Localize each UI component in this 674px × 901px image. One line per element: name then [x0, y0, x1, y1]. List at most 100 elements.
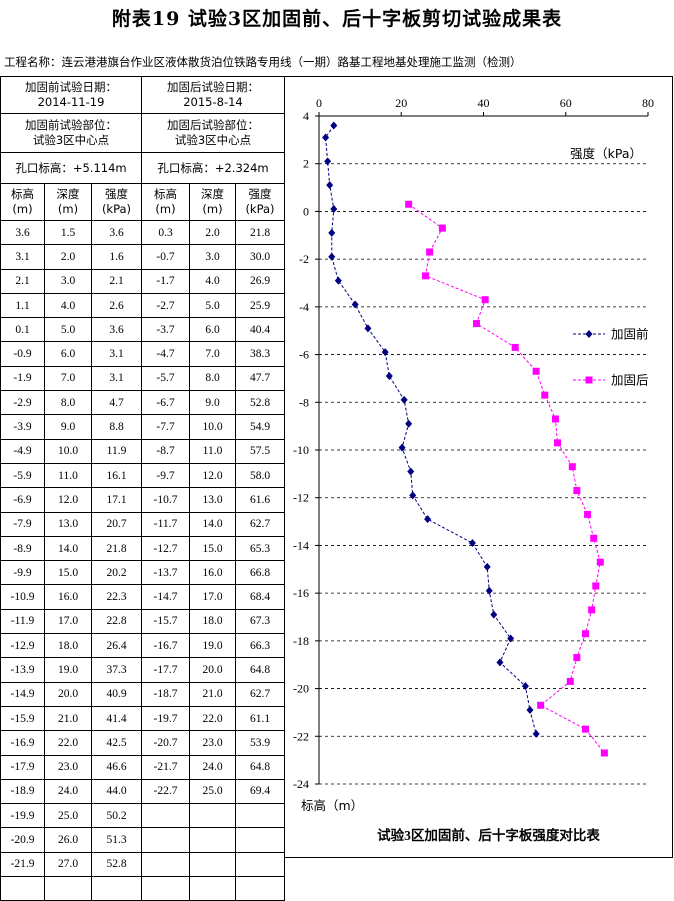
- legend-label: 加固前: [611, 327, 649, 342]
- table-cell: -4.9: [0, 438, 45, 464]
- table-cell: 15.0: [44, 560, 92, 586]
- table-cell: 53.9: [235, 730, 285, 756]
- table-cell: 11.0: [189, 438, 236, 464]
- table-row: 2.1 3.0 2.1 -1.7 4.0 26.9: [0, 268, 285, 294]
- table-cell: 3.1: [91, 365, 142, 392]
- table-cell: 30.0: [235, 244, 285, 270]
- data-point-before: [328, 252, 336, 261]
- table-cell: 25.9: [235, 292, 285, 319]
- column-header-line: 标高: [154, 187, 177, 201]
- column-header-line: (m): [155, 202, 176, 216]
- table-row: -4.9 10.0 11.9 -8.7 11.0 57.5: [0, 438, 285, 464]
- y-tick-label: -12: [293, 491, 309, 505]
- data-point-after: [551, 415, 559, 423]
- project-name: 工程名称：连云港港旗台作业区液体散货泊位铁路专用线（一期）路基工程地基处理施工监…: [4, 55, 522, 69]
- table-cell: 61.6: [235, 487, 285, 513]
- table-row: [0, 876, 285, 901]
- data-point-after: [405, 200, 413, 208]
- table-row: 1.1 4.0 2.6 -2.7 5.0 25.9: [0, 292, 285, 319]
- x-tick-label: 20: [395, 96, 407, 110]
- table-cell: 9.0: [189, 390, 236, 416]
- after-date-label: 加固后试验日期：: [167, 80, 259, 94]
- table-cell: [189, 876, 236, 901]
- table-cell: 2.6: [91, 292, 142, 319]
- table-cell: 12.0: [44, 487, 92, 513]
- table-cell: 12.0: [189, 462, 236, 489]
- y-tick-label: 4: [303, 109, 309, 123]
- table-cell: 66.8: [235, 560, 285, 586]
- table-cell: 11.0: [44, 462, 92, 489]
- table-row: -15.9 21.0 41.4 -19.7 22.0 61.1: [0, 705, 285, 732]
- table-cell: [141, 876, 190, 901]
- y-tick-label: -22: [293, 729, 309, 743]
- table-cell: -14.7: [141, 584, 190, 610]
- table-cell: -8.7: [141, 438, 190, 464]
- data-point-after: [581, 630, 589, 638]
- table-row: -10.9 16.0 22.3 -14.7 17.0 68.4: [0, 584, 285, 610]
- table-cell: 38.3: [235, 341, 285, 367]
- table-cell: -17.9: [0, 754, 45, 780]
- data-point-after: [581, 725, 589, 733]
- column-header-line: 标高: [11, 187, 34, 201]
- x-axis-title: 强度（kPa）: [570, 146, 642, 161]
- table-cell: 67.3: [235, 608, 285, 635]
- table-cell: 3.0: [189, 244, 236, 270]
- table-row: -17.9 23.0 46.6 -21.7 24.0 64.8: [0, 754, 285, 780]
- results-table: 加固前试验日期： 2014-11-19 加固后试验日期： 2015-8-14 加…: [0, 76, 285, 901]
- table-cell: [141, 851, 190, 878]
- table-cell: [141, 803, 190, 829]
- table-cell: 6.0: [44, 341, 92, 367]
- table-cell: 54.9: [235, 414, 285, 440]
- column-header: 标高 (m): [141, 183, 190, 221]
- before-location-label: 加固前试验部位：: [25, 118, 117, 132]
- data-point-after: [566, 677, 574, 685]
- table-cell: [189, 803, 236, 829]
- y-tick-label: -10: [293, 443, 309, 457]
- table-cell: -0.9: [0, 341, 45, 367]
- table-cell: -19.7: [141, 705, 190, 732]
- table-row: -7.9 13.0 20.7 -11.7 14.0 62.7: [0, 511, 285, 537]
- table-row: -18.9 24.0 44.0 -22.7 25.0 69.4: [0, 778, 285, 805]
- data-point-before: [381, 348, 389, 357]
- before-date-value: 2014-11-19: [37, 95, 105, 109]
- legend-marker-after: [585, 376, 593, 384]
- y-tick-label: 2: [303, 157, 309, 171]
- table-cell: 24.0: [44, 778, 92, 805]
- table-cell: -13.9: [0, 657, 45, 683]
- table-cell: 21.8: [91, 535, 142, 562]
- table-cell: [235, 876, 285, 901]
- column-header-line: (kPa): [101, 202, 132, 216]
- table-cell: -20.9: [0, 827, 45, 853]
- after-elevation: 孔口标高：+2.324m: [141, 152, 285, 184]
- data-point-after: [422, 272, 430, 280]
- table-cell: 58.0: [235, 462, 285, 489]
- data-point-before: [400, 395, 408, 404]
- data-point-before: [496, 658, 504, 667]
- table-cell: 0.1: [0, 317, 45, 343]
- table-cell: 64.8: [235, 754, 285, 780]
- y-tick-label: -24: [293, 777, 309, 791]
- table-cell: 26.9: [235, 268, 285, 294]
- table-cell: 18.0: [44, 633, 92, 659]
- table-cell: 37.3: [91, 657, 142, 683]
- column-header-line: 深度: [201, 187, 224, 201]
- column-header-line: 强度: [105, 187, 128, 201]
- y-tick-label: -6: [299, 348, 309, 362]
- column-header-line: (m): [57, 202, 79, 216]
- table-cell: 62.7: [235, 511, 285, 537]
- table-cell: 69.4: [235, 778, 285, 805]
- table-cell: 26.4: [91, 633, 142, 659]
- table-cell: 51.3: [91, 827, 142, 853]
- table-cell: -10.7: [141, 487, 190, 513]
- table-row: 3.1 2.0 1.6 -0.7 3.0 30.0: [0, 244, 285, 270]
- data-point-before: [328, 228, 336, 237]
- data-point-after: [568, 463, 576, 471]
- data-point-before: [324, 157, 332, 166]
- y-tick-label: -8: [299, 395, 309, 409]
- table-cell: -18.7: [141, 681, 190, 707]
- data-point-after: [511, 343, 519, 351]
- before-elevation: 孔口标高：+5.114m: [0, 152, 142, 184]
- table-cell: -4.7: [141, 341, 190, 367]
- table-cell: -0.7: [141, 244, 190, 270]
- table-cell: 17.1: [91, 487, 142, 513]
